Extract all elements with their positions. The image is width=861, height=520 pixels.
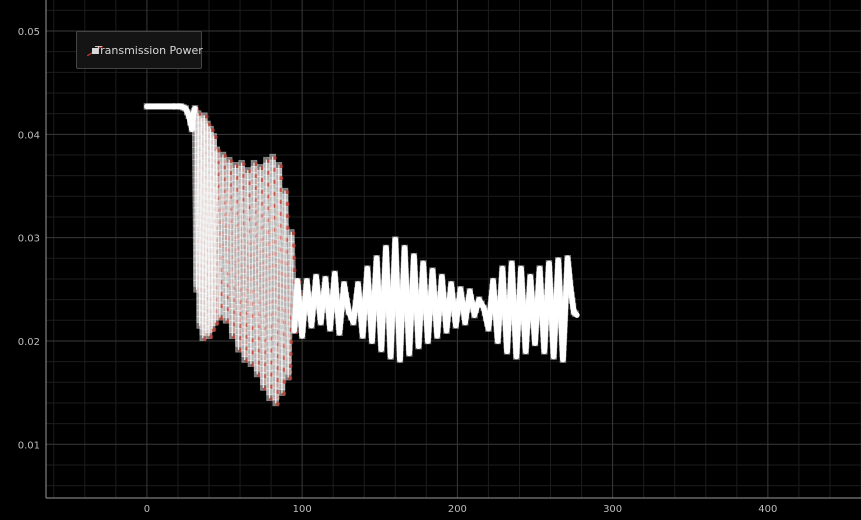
series-line-segment — [265, 159, 271, 399]
y-tick-label: 0.03 — [18, 234, 40, 245]
series-line-segment — [268, 156, 274, 399]
x-tick-label: 100 — [293, 504, 312, 515]
series-line-segment — [219, 154, 224, 318]
series-line-segment — [228, 159, 233, 337]
tick-labels: 0 100 200 300 400 0.01 0.02 0.03 0.04 0.05 — [18, 27, 778, 515]
data-marker-red — [210, 127, 215, 133]
data-marker-red — [291, 255, 297, 261]
series-line-segment — [237, 162, 243, 350]
y-tick-label: 0.01 — [18, 440, 40, 451]
data-marker-red — [211, 327, 217, 332]
legend-swatch-icon — [87, 46, 103, 56]
legend[interactable]: Transmission Power — [76, 31, 203, 69]
series-line-segment — [287, 231, 292, 378]
series-line-segment — [272, 156, 277, 404]
data-marker-red — [291, 243, 296, 248]
y-tick-label: 0.04 — [18, 130, 40, 141]
legend-marker-icon — [92, 48, 98, 54]
data-marker-red — [253, 162, 259, 167]
data-marker-red — [269, 396, 274, 401]
data-marker-red — [207, 122, 212, 128]
data-marker-red — [228, 158, 234, 164]
series-line-segment — [231, 164, 236, 337]
legend-label: Transmission Power — [95, 44, 203, 57]
series-line-segment — [278, 164, 283, 394]
data-marker-red — [266, 158, 271, 164]
data-marker-red — [285, 213, 290, 219]
series-line-segment — [250, 162, 255, 365]
data-marker-red — [284, 189, 290, 195]
x-tick-label: 400 — [758, 504, 777, 515]
series-line-segment — [256, 166, 261, 375]
major-gridlines — [46, 0, 861, 498]
series-line-segment — [341, 281, 352, 315]
data-marker-red — [281, 379, 287, 384]
data-marker-red — [216, 148, 221, 154]
data-marker-red — [291, 231, 296, 236]
data-marker-red — [204, 114, 209, 119]
series-line-segment — [567, 286, 577, 315]
data-marker-red — [275, 401, 280, 407]
series-line-segment — [259, 166, 264, 389]
data-marker-red — [222, 153, 228, 159]
data-marker-red — [197, 112, 203, 117]
data-marker-red — [288, 351, 293, 357]
data-marker-red — [292, 268, 297, 273]
axes — [45, 0, 861, 499]
series-line-segment — [284, 190, 289, 378]
x-tick-label: 0 — [144, 504, 150, 515]
data-marker-red — [235, 164, 240, 169]
data-marker-red — [285, 225, 290, 231]
y-tick-label: 0.05 — [18, 27, 40, 38]
series-line-segment — [571, 309, 580, 318]
series-line-segment — [262, 159, 268, 389]
series-line-segment — [253, 162, 258, 375]
data-marker-red — [287, 375, 293, 381]
data-marker-red — [288, 363, 293, 369]
series-line-segment — [247, 169, 252, 365]
series-line-segment — [244, 169, 249, 361]
data-marker-red — [241, 162, 246, 167]
data-marker-red — [272, 155, 277, 161]
x-tick-label: 200 — [448, 504, 467, 515]
data-marker-red — [278, 164, 284, 169]
data-marker-red — [285, 201, 290, 207]
series-line-segment — [564, 255, 574, 293]
data-marker-red — [281, 391, 287, 396]
series-line-segment — [234, 164, 240, 350]
series-line-segment — [216, 149, 221, 318]
y-tick-label: 0.02 — [18, 337, 40, 348]
series-line — [144, 103, 580, 404]
data-marker-red — [202, 336, 207, 342]
series-line-segment — [241, 162, 246, 361]
data-marker-red — [213, 135, 218, 140]
x-tick-label: 300 — [603, 504, 622, 515]
series-line-segment — [281, 190, 286, 394]
data-marker-red — [278, 176, 284, 181]
data-marker-red — [215, 321, 220, 326]
series-line-segment — [222, 154, 227, 321]
minor-gridlines — [46, 0, 861, 498]
series-line-segment — [225, 159, 230, 321]
data-marker-red — [208, 334, 214, 339]
data-marker-red — [244, 358, 249, 363]
series-line-segment — [214, 149, 218, 323]
data-marker-red — [288, 339, 294, 345]
series-line-segment — [275, 164, 280, 404]
